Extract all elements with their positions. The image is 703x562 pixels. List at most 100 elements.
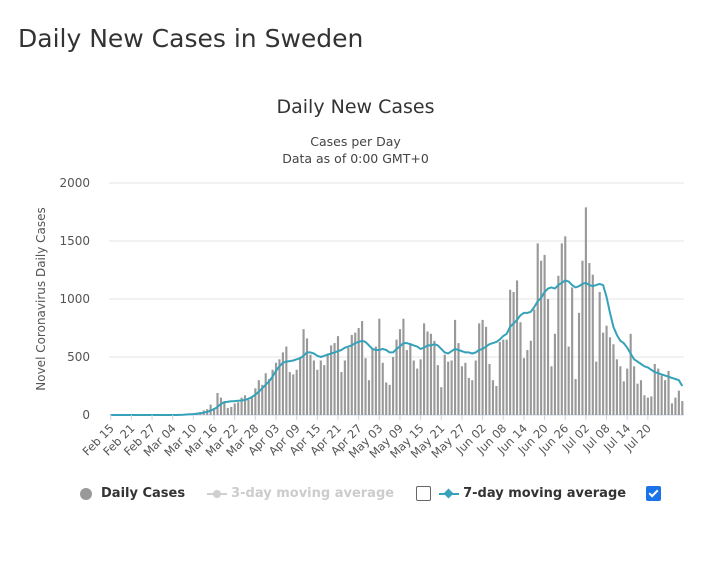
bar-daily-cases <box>474 360 477 415</box>
bar-daily-cases <box>392 357 395 415</box>
bar-daily-cases <box>423 323 426 415</box>
bar-daily-cases <box>381 362 384 415</box>
bar-daily-cases <box>670 403 674 415</box>
legend-3day-average[interactable]: 3-day moving average <box>207 486 394 501</box>
bar-daily-cases <box>433 340 436 415</box>
bar-daily-cases <box>426 331 429 415</box>
bar-daily-cases <box>629 333 632 415</box>
bar-daily-cases <box>519 322 522 415</box>
bar-daily-cases <box>333 343 336 415</box>
bar-daily-cases <box>574 379 577 415</box>
bar-daily-cases <box>336 336 340 415</box>
bar-daily-cases <box>660 375 663 415</box>
bar-daily-cases <box>216 392 219 415</box>
bar-daily-cases <box>302 329 305 415</box>
bar-daily-cases <box>364 358 367 415</box>
bar-daily-cases <box>254 388 257 415</box>
bar-daily-cases <box>274 362 278 415</box>
legend-daily-label: Daily Cases <box>101 486 186 501</box>
bar-daily-cases <box>285 346 288 415</box>
bar-daily-cases <box>371 348 374 415</box>
bar-daily-cases <box>484 326 488 415</box>
bar-daily-cases <box>416 368 419 415</box>
bar-daily-cases <box>316 369 319 415</box>
3day-average-checkbox[interactable] <box>416 486 432 501</box>
bar-daily-cases <box>505 339 508 415</box>
bar-daily-cases <box>319 360 322 415</box>
bar-daily-cases <box>299 357 302 415</box>
bar-daily-cases <box>633 366 636 415</box>
bar-daily-cases <box>385 382 388 415</box>
bar-daily-cases <box>281 352 284 415</box>
legend-daily-cases[interactable]: Daily Cases <box>80 486 185 501</box>
legend-7day-average[interactable]: 7-day moving average <box>439 486 626 501</box>
bar-daily-cases <box>357 328 360 415</box>
bar-daily-cases <box>667 370 670 415</box>
bar-daily-cases <box>509 289 512 415</box>
bar-daily-cases <box>646 397 649 415</box>
legend-3day-label: 3-day moving average <box>231 486 395 501</box>
bar-daily-cases <box>443 354 446 415</box>
bar-daily-cases <box>591 274 594 415</box>
bar-daily-cases <box>529 340 532 415</box>
bar-daily-cases <box>323 365 326 415</box>
bar-daily-cases <box>612 344 615 415</box>
bar-daily-cases <box>243 395 247 415</box>
bar-daily-cases <box>491 380 495 415</box>
y-axis-label: Novel Coronavirus Daily Cases <box>34 207 48 390</box>
bar-daily-cases <box>268 379 271 415</box>
bar-daily-cases <box>436 365 439 415</box>
bar-daily-cases <box>223 401 226 415</box>
bar-daily-cases <box>681 401 684 415</box>
bar-daily-cases <box>326 353 329 415</box>
bar-daily-cases <box>378 318 381 415</box>
bar-daily-cases <box>478 323 481 415</box>
chart-data-timestamp: Data as of 0:00 GMT+0 <box>282 151 429 166</box>
7day-average-checkbox[interactable] <box>646 486 662 501</box>
bar-daily-cases <box>615 359 618 415</box>
bar-daily-cases <box>295 369 298 415</box>
bar-daily-cases <box>457 343 460 415</box>
bar-daily-cases <box>533 309 536 415</box>
bar-daily-cases <box>526 350 529 415</box>
bar-daily-cases <box>343 360 346 415</box>
bar-daily-cases <box>309 354 312 415</box>
bar-daily-cases <box>495 386 498 415</box>
bar-daily-cases <box>395 339 398 415</box>
bar-daily-cases <box>536 243 539 415</box>
bar-daily-cases <box>409 343 412 415</box>
bar-daily-cases <box>374 346 377 415</box>
bar-daily-cases <box>546 299 550 415</box>
bar-daily-cases <box>577 312 581 415</box>
y-tick-label: 1000 <box>59 292 90 306</box>
bar-daily-cases <box>622 381 625 415</box>
bar-daily-cases <box>471 380 474 415</box>
bar-daily-cases <box>636 383 639 415</box>
bar-daily-cases <box>447 361 450 415</box>
y-tick-label: 0 <box>82 408 90 422</box>
bar-daily-cases <box>347 347 350 415</box>
bar-daily-cases <box>467 377 470 415</box>
bar-daily-cases <box>450 360 453 415</box>
bar-daily-cases <box>550 366 553 415</box>
bar-daily-cases <box>350 334 353 415</box>
bar-daily-cases <box>278 359 281 415</box>
daily-cases-chart: 0 500 1000 1500 2000 Novel Coronavirus Daily … <box>34 176 684 461</box>
bar-daily-cases <box>588 263 591 415</box>
bar-daily-cases <box>557 275 560 415</box>
legend-7day-label: 7-day moving average <box>463 486 627 501</box>
bar-daily-cases <box>305 338 309 415</box>
bar-daily-cases <box>233 403 236 415</box>
chart-legend: Daily Cases 3-day moving average 7-day m… <box>80 486 662 501</box>
bar-daily-cases <box>677 390 680 415</box>
bar-daily-cases <box>292 374 295 415</box>
bar-daily-cases <box>564 236 567 415</box>
bar-daily-cases <box>560 243 563 415</box>
3day-line-marker-icon <box>207 488 228 500</box>
bar-daily-cases <box>419 359 422 415</box>
y-tick-label: 500 <box>67 350 90 364</box>
chart-subtitle: Cases per Day <box>310 134 401 149</box>
bar-daily-cases <box>567 346 570 415</box>
y-tick-label: 1500 <box>59 234 90 248</box>
bar-daily-cases <box>626 368 629 415</box>
